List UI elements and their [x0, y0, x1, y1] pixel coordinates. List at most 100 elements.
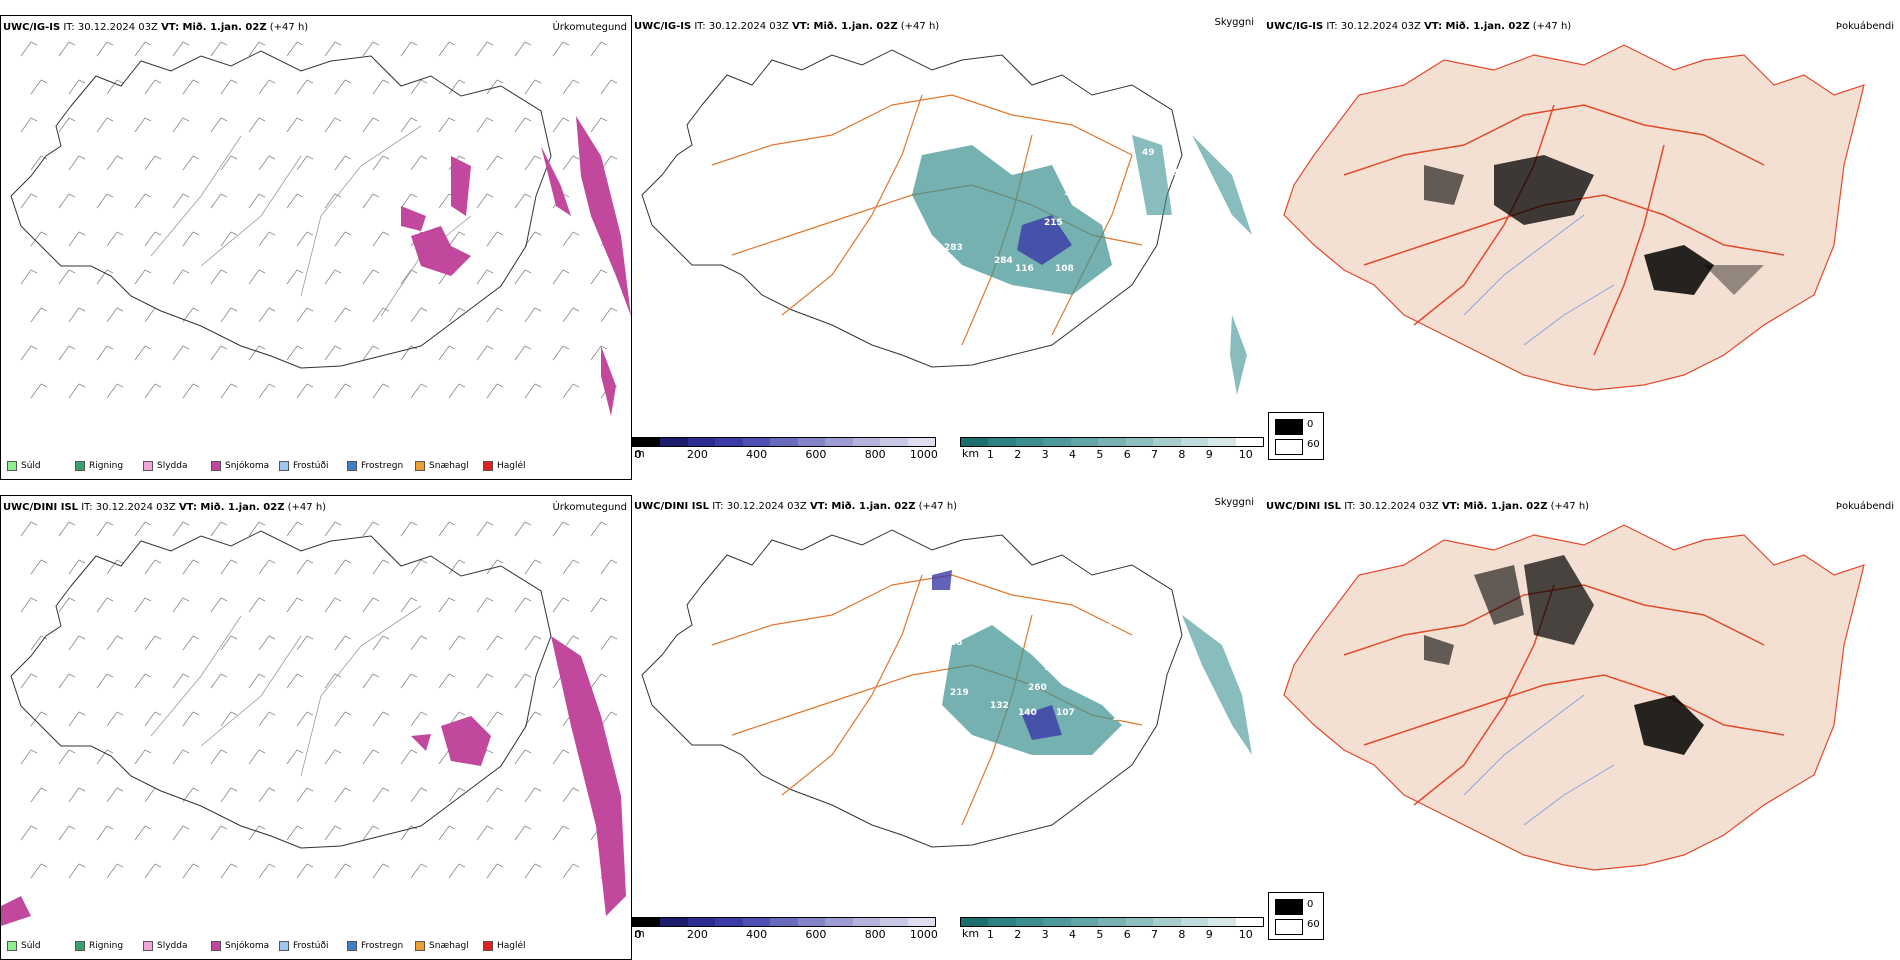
wind-barb — [30, 383, 48, 399]
wind-barb — [372, 79, 390, 95]
wind-barb — [448, 383, 466, 399]
low-vis-east — [1132, 135, 1172, 215]
wind-barb — [220, 787, 238, 803]
wind-barb — [58, 597, 76, 613]
fog-key-swatch-60 — [1275, 439, 1303, 455]
distance-bar-segment — [988, 438, 1016, 446]
fog-key: 0 60 — [1268, 412, 1324, 460]
wind-barb — [96, 41, 114, 57]
wind-barb — [248, 41, 266, 57]
height-label: 215 — [1044, 218, 1063, 228]
wind-barb — [68, 863, 86, 879]
height-label: 30 — [1064, 188, 1077, 198]
distance-colorbar: 1 2 3 4 5 6 7 8 9 10 km — [960, 437, 1264, 461]
wind-barb — [106, 231, 124, 247]
height-label: 260 — [1028, 683, 1047, 693]
height-label: 90 — [1106, 688, 1119, 698]
distance-bar-segment — [1180, 918, 1209, 926]
wind-barb — [514, 749, 532, 765]
height-bar — [632, 437, 936, 447]
wind-barb — [210, 749, 228, 765]
distance-bar-segment — [1235, 438, 1263, 446]
height-bar-segment — [687, 438, 716, 446]
distance-bar-segment — [1043, 438, 1071, 446]
wind-barb — [514, 825, 532, 841]
wind-barb — [182, 307, 200, 323]
wind-barb — [182, 231, 200, 247]
wind-barb — [258, 559, 276, 575]
height-label: 137 — [900, 246, 919, 256]
wind-barb — [400, 597, 418, 613]
wind-barb — [448, 863, 466, 879]
wind-barb — [362, 269, 380, 285]
wind-barb — [58, 749, 76, 765]
wind-barb — [20, 673, 38, 689]
wind-barb — [172, 193, 190, 209]
wind-barb — [524, 155, 542, 171]
wind-barb — [438, 41, 456, 57]
wind-barb — [286, 269, 304, 285]
wind-barb — [248, 117, 266, 133]
height-label: 177 — [1044, 663, 1063, 673]
wind-barb — [410, 711, 428, 727]
height-label: 105 — [1170, 188, 1189, 198]
height-bar-segment — [660, 438, 688, 446]
wind-barb — [400, 269, 418, 285]
wind-barb — [144, 635, 162, 651]
legend-swatch — [211, 461, 221, 471]
wind-barb — [106, 79, 124, 95]
wind-barb — [134, 345, 152, 361]
wind-barb — [448, 231, 466, 247]
wind-barb — [258, 231, 276, 247]
height-bar-segment — [825, 438, 853, 446]
wind-barb — [172, 825, 190, 841]
wind-barb — [372, 383, 390, 399]
wind-barb — [438, 117, 456, 133]
fog-area-2 — [1524, 555, 1594, 645]
wind-barb — [600, 79, 618, 95]
wind-barb — [362, 749, 380, 765]
wind-barb — [372, 711, 390, 727]
wind-barb — [210, 673, 228, 689]
wind-barb — [220, 711, 238, 727]
wind-barb — [296, 307, 314, 323]
wind-barb — [172, 521, 190, 537]
precip-panel-dini: UWC/DINI ISL IT: 30.12.2024 03Z VT: Mið.… — [0, 495, 632, 960]
wind-barb — [448, 787, 466, 803]
wind-barb — [286, 193, 304, 209]
distance-bar-segment — [1125, 918, 1154, 926]
wind-barb — [514, 193, 532, 209]
wind-barb — [562, 155, 580, 171]
wind-barb — [296, 711, 314, 727]
wind-barb — [438, 673, 456, 689]
wind-barb — [410, 307, 428, 323]
wind-barb — [296, 559, 314, 575]
wind-barb — [590, 41, 608, 57]
wind-barb — [524, 635, 542, 651]
legend-item: Slydda — [143, 461, 211, 471]
wind-barb — [144, 711, 162, 727]
precip-map — [10, 41, 631, 416]
wind-barb — [134, 825, 152, 841]
wind-barb — [362, 825, 380, 841]
wind-barb — [486, 711, 504, 727]
legend-item: Súld — [7, 461, 75, 471]
fog-map — [1283, 524, 1865, 871]
wind-barb — [524, 79, 542, 95]
wind-barb — [106, 155, 124, 171]
wind-barb — [400, 673, 418, 689]
distance-bar-segment — [988, 918, 1016, 926]
wind-barb — [134, 521, 152, 537]
fog-area-4 — [1424, 635, 1454, 665]
wind-barb — [20, 749, 38, 765]
wind-barb — [258, 307, 276, 323]
wind-barb — [58, 521, 76, 537]
wind-barb — [448, 635, 466, 651]
panel-title: Skyggni — [1214, 17, 1254, 28]
snow-area-2 — [411, 734, 431, 751]
wind-barb — [144, 155, 162, 171]
wind-barb — [134, 597, 152, 613]
wind-barb — [20, 41, 38, 57]
wind-barb — [486, 787, 504, 803]
coastline — [10, 530, 552, 849]
